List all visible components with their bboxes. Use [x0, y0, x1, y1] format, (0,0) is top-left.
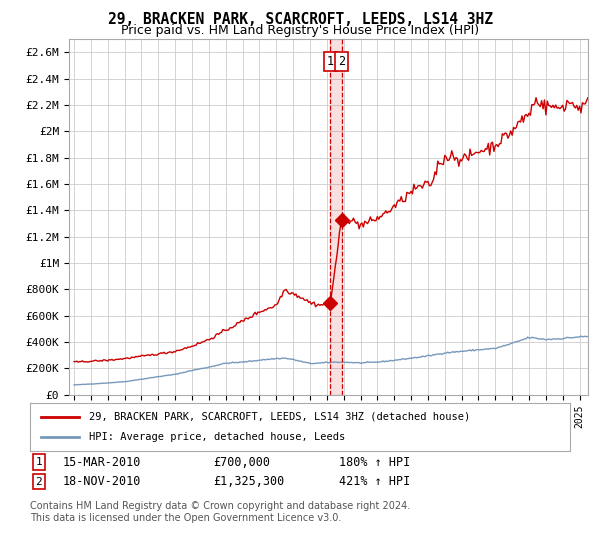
Text: £1,325,300: £1,325,300: [213, 475, 284, 488]
Text: 18-NOV-2010: 18-NOV-2010: [63, 475, 142, 488]
Text: 180% ↑ HPI: 180% ↑ HPI: [339, 455, 410, 469]
Text: HPI: Average price, detached house, Leeds: HPI: Average price, detached house, Leed…: [89, 432, 346, 442]
Text: 1: 1: [327, 55, 334, 68]
Text: 29, BRACKEN PARK, SCARCROFT, LEEDS, LS14 3HZ (detached house): 29, BRACKEN PARK, SCARCROFT, LEEDS, LS14…: [89, 412, 470, 422]
Text: 29, BRACKEN PARK, SCARCROFT, LEEDS, LS14 3HZ: 29, BRACKEN PARK, SCARCROFT, LEEDS, LS14…: [107, 12, 493, 27]
Text: Price paid vs. HM Land Registry's House Price Index (HPI): Price paid vs. HM Land Registry's House …: [121, 24, 479, 36]
Text: 2: 2: [338, 55, 345, 68]
Text: Contains HM Land Registry data © Crown copyright and database right 2024.
This d: Contains HM Land Registry data © Crown c…: [30, 501, 410, 523]
Text: 15-MAR-2010: 15-MAR-2010: [63, 455, 142, 469]
Text: 421% ↑ HPI: 421% ↑ HPI: [339, 475, 410, 488]
Text: 2: 2: [35, 477, 43, 487]
Bar: [331, 39, 341, 395]
Text: 1: 1: [35, 457, 43, 467]
Text: £700,000: £700,000: [213, 455, 270, 469]
